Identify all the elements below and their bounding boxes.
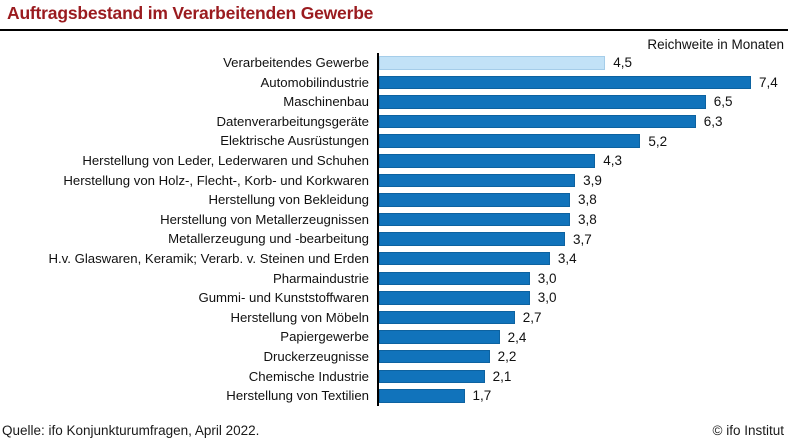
bar-row: Herstellung von Bekleidung 3,8 <box>0 190 788 210</box>
source-note: Quelle: ifo Konjunkturumfragen, April 20… <box>2 423 260 438</box>
bar-area: 5,2 <box>377 131 788 151</box>
bar-label: Metallerzeugung und -bearbeitung <box>168 231 369 247</box>
bar-label: Datenverarbeitungsgeräte <box>216 113 370 129</box>
bar <box>379 251 550 266</box>
bar-label: Maschinenbau <box>283 94 369 110</box>
bar <box>379 75 751 90</box>
bar-label: Pharmaindustrie <box>272 270 369 286</box>
bar-row: Verarbeitendes Gewerbe 4,5 <box>0 53 788 73</box>
bar-label: Chemische Industrie <box>248 368 369 384</box>
bar-chart: Verarbeitendes Gewerbe 4,5 Automobilindust… <box>0 53 788 406</box>
bar-value: 3,4 <box>557 251 577 267</box>
bar-area: 2,2 <box>377 346 788 367</box>
axis-unit-label: Reichweite in Monaten <box>647 37 784 52</box>
chart-title: Auftragsbestand im Verarbeitenden Gewerb… <box>7 3 374 23</box>
bar-value: 3,7 <box>573 231 592 247</box>
bar-area: 4,5 <box>377 53 788 73</box>
bar <box>379 114 696 129</box>
bar-label: Automobilindustrie <box>260 74 370 90</box>
bar-row: Pharmaindustrie 3,0 <box>0 268 788 289</box>
bar-row: Automobilindustrie 7,4 <box>0 72 788 93</box>
bar <box>379 95 706 109</box>
copyright-note: © ifo Institut <box>712 423 784 438</box>
bar-label: Elektrische Ausrüstungen <box>220 133 369 149</box>
bar-label: Herstellung von Metallerzeugnissen <box>160 211 369 227</box>
bar-value: 3,9 <box>583 172 602 188</box>
bar <box>379 389 465 403</box>
bar-value: 2,1 <box>492 368 512 384</box>
bar <box>379 349 490 364</box>
bar-label: Herstellung von Holz-, Flecht-, Korb- un… <box>63 172 369 188</box>
bar-label: H.v. Glaswaren, Keramik; Verarb. v. Stei… <box>48 250 369 266</box>
bar-value: 2,7 <box>522 310 542 326</box>
bar-row: Datenverarbeitungsgeräte 6,3 <box>0 111 788 132</box>
bar-label: Papiergewerbe <box>280 329 369 345</box>
bar-value: 5,2 <box>648 133 668 149</box>
bar-area: 6,5 <box>377 92 788 112</box>
bar-value: 6,5 <box>713 94 733 110</box>
bar-area: 3,8 <box>377 209 788 230</box>
bar-label: Herstellung von Leder, Lederwaren und Sc… <box>82 152 369 168</box>
bar <box>379 271 530 286</box>
bar-area: 3,8 <box>377 190 788 210</box>
bar <box>379 291 530 305</box>
bar-value: 7,4 <box>759 74 778 90</box>
bar-value: 2,2 <box>497 349 517 365</box>
bar-label: Herstellung von Möbeln <box>230 309 369 325</box>
bar <box>379 212 570 227</box>
bar-area: 7,4 <box>377 72 788 93</box>
bar <box>379 310 515 325</box>
bar <box>379 154 596 168</box>
bar-row: Herstellung von Textilien 1,7 <box>0 386 788 406</box>
bar-area: 2,1 <box>377 366 788 387</box>
bar-area: 3,0 <box>377 268 788 289</box>
bar <box>379 134 641 148</box>
bar-label: Verarbeitendes Gewerbe <box>223 55 369 70</box>
bar-row: Herstellung von Holz-, Flecht-, Korb- un… <box>0 170 788 191</box>
bar-value: 4,5 <box>613 55 632 71</box>
bar-value: 3,8 <box>578 212 597 228</box>
bar <box>379 193 570 207</box>
bar-row: Gummi- und Kunststoffwaren 3,0 <box>0 288 788 308</box>
bar-row: Herstellung von Metallerzeugnissen 3,8 <box>0 209 788 230</box>
bar <box>379 232 565 246</box>
bar <box>379 173 576 188</box>
bar-value: 2,4 <box>507 329 527 345</box>
bar-value: 3,0 <box>537 270 557 286</box>
bar-row: Metallerzeugung und -bearbeitung 3,7 <box>0 229 788 249</box>
bar-label: Herstellung von Textilien <box>226 388 369 404</box>
bar-area: 2,7 <box>377 307 788 328</box>
bar-row: Elektrische Ausrüstungen 5,2 <box>0 131 788 151</box>
bar-value: 1,7 <box>472 388 492 404</box>
bar-value: 4,3 <box>603 153 622 169</box>
bar-area: 3,0 <box>377 288 788 308</box>
bar-value: 3,0 <box>537 290 557 306</box>
bar-area: 1,7 <box>377 386 788 406</box>
bar <box>379 330 500 344</box>
bar-area: 3,7 <box>377 229 788 249</box>
bar-label: Druckerzeugnisse <box>263 348 369 364</box>
bar-area: 4,3 <box>377 150 788 171</box>
bar-label: Gummi- und Kunststoffwaren <box>198 290 369 306</box>
bar-row: H.v. Glaswaren, Keramik; Verarb. v. Stei… <box>0 248 788 269</box>
bar-label: Herstellung von Bekleidung <box>208 192 369 208</box>
bar-area: 2,4 <box>377 327 788 347</box>
bar-row: Herstellung von Leder, Lederwaren und Sc… <box>0 150 788 171</box>
bar-row: Herstellung von Möbeln 2,7 <box>0 307 788 328</box>
bar-area: 3,4 <box>377 248 788 269</box>
bar-area: 6,3 <box>377 111 788 132</box>
bar-area: 3,9 <box>377 170 788 191</box>
title-rule <box>0 29 788 31</box>
bar <box>379 56 606 70</box>
bar-row: Maschinenbau 6,5 <box>0 92 788 112</box>
bar-row: Papiergewerbe 2,4 <box>0 327 788 347</box>
bar-row: Chemische Industrie 2,1 <box>0 366 788 387</box>
bar-value: 3,8 <box>578 192 597 208</box>
bar-value: 6,3 <box>703 114 723 130</box>
bar-row: Druckerzeugnisse 2,2 <box>0 346 788 367</box>
bar <box>379 369 485 384</box>
